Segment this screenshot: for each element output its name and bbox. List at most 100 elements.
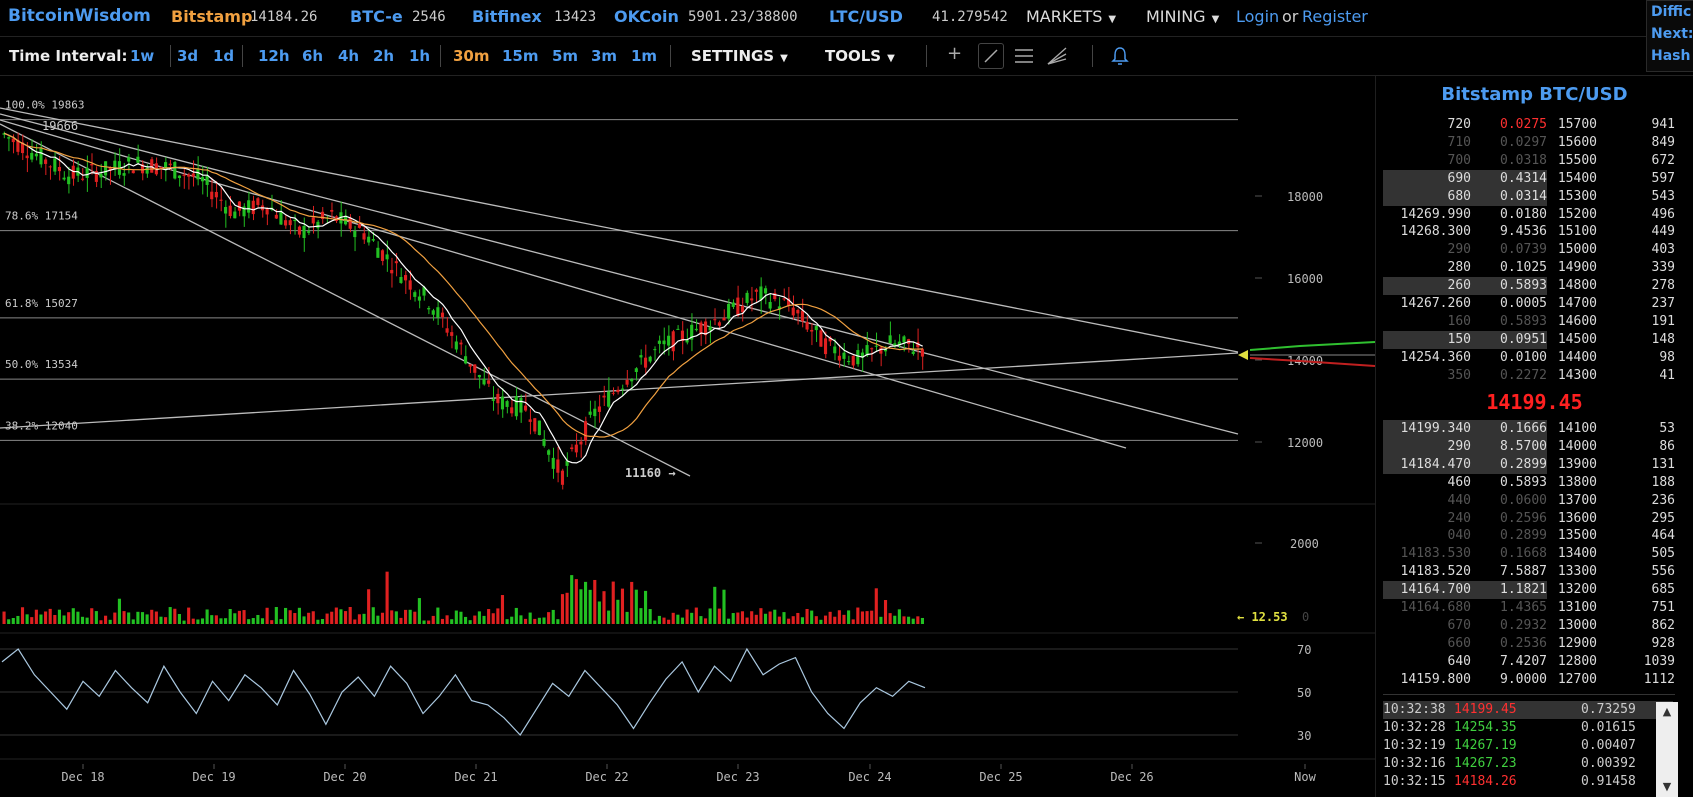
candle-body xyxy=(860,352,865,358)
orderbook-row[interactable]: 290 8.5700 14000 86 xyxy=(1383,437,1675,456)
brand-logo[interactable]: BitcoinWisdom xyxy=(8,6,151,26)
interval-1h[interactable]: 1h xyxy=(409,47,431,65)
bell-icon[interactable] xyxy=(1110,45,1130,71)
trendline-icon[interactable] xyxy=(978,43,1004,69)
orderbook-row[interactable]: 14268.300 9.4536 15100 449 xyxy=(1383,223,1675,241)
candle-body xyxy=(2,133,6,135)
orderbook-row[interactable]: 14164.700 1.1821 13200 685 xyxy=(1383,581,1675,600)
interval-3m[interactable]: 3m xyxy=(591,47,618,65)
orderbook-sum: 640 xyxy=(1447,653,1471,669)
exchange-okcoin[interactable]: OKCoin xyxy=(614,7,679,26)
orderbook-row[interactable]: 440 0.0600 13700 236 xyxy=(1383,492,1675,510)
orderbook-row[interactable]: 14184.470 0.2899 13900 131 xyxy=(1383,455,1675,474)
volume-bar xyxy=(667,619,671,624)
orderbook-vol: 0.0005 xyxy=(1500,296,1547,311)
volume-bar xyxy=(694,607,698,624)
volume-bar xyxy=(883,600,888,624)
hlines-icon[interactable] xyxy=(1012,44,1036,72)
orderbook-cum: 672 xyxy=(1651,152,1675,168)
scroll-up-icon[interactable]: ▲ xyxy=(1662,705,1672,718)
candle-body xyxy=(173,162,177,179)
orderbook-row[interactable]: 14269.990 0.0180 15200 496 xyxy=(1383,206,1675,224)
orderbook-row[interactable]: 680 0.0314 15300 543 xyxy=(1383,187,1675,206)
trade-time: 10:32:38 xyxy=(1383,702,1446,717)
orderbook-row[interactable]: 14183.520 7.5887 13300 556 xyxy=(1383,563,1675,581)
candle-body xyxy=(657,340,661,344)
interval-2h[interactable]: 2h xyxy=(373,47,395,65)
interval-3d[interactable]: 3d xyxy=(177,47,199,65)
interval-30m[interactable]: 30m xyxy=(453,47,490,65)
trade-amount: 0.01615 xyxy=(1581,720,1636,735)
orderbook-row[interactable]: 14199.340 0.1666 14100 53 xyxy=(1383,420,1675,438)
candle-body xyxy=(883,348,888,352)
orderbook-row[interactable]: 150 0.0951 14500 148 xyxy=(1383,330,1675,349)
orderbook-row[interactable]: 690 0.4314 15400 597 xyxy=(1383,169,1675,188)
orderbook-row[interactable]: 720 0.0275 15700 941 xyxy=(1383,116,1675,134)
interval-1d[interactable]: 1d xyxy=(213,47,235,65)
orderbook-row[interactable]: 710 0.0297 15600 849 xyxy=(1383,134,1675,152)
orderbook-row[interactable]: 280 0.1025 14900 339 xyxy=(1383,259,1675,277)
trades-scrollbar[interactable]: ▲ ▼ xyxy=(1656,702,1678,797)
orderbook-row[interactable]: 640 7.4207 12800 1039 xyxy=(1383,653,1675,671)
interval-15m[interactable]: 15m xyxy=(502,47,539,65)
orderbook-row[interactable]: 14183.530 0.1668 13400 505 xyxy=(1383,545,1675,563)
orderbook-row[interactable]: 14267.260 0.0005 14700 237 xyxy=(1383,295,1675,313)
markets-menu[interactable]: MARKETS ▼ xyxy=(1026,7,1116,26)
candle-body xyxy=(237,201,241,211)
login-link[interactable]: Login xyxy=(1236,7,1280,26)
orderbook-row[interactable]: 14164.680 1.4365 13100 751 xyxy=(1383,599,1675,617)
orderbook-row[interactable]: 350 0.2272 14300 41 xyxy=(1383,367,1675,385)
interval-12h[interactable]: 12h xyxy=(258,47,290,65)
recent-trades-list[interactable]: 10:32:38 14199.45 0.73259 10:32:28 14254.35 0… xyxy=(1383,701,1673,797)
volume-bar xyxy=(699,616,703,624)
volume-bar xyxy=(593,579,597,624)
crosshair-icon[interactable]: + xyxy=(947,43,963,64)
volume-bar xyxy=(67,612,71,624)
x-axis-label: Dec 24 xyxy=(848,770,891,784)
orderbook-row[interactable]: 040 0.2899 13500 464 xyxy=(1383,527,1675,545)
orderbook-row[interactable]: 160 0.5893 14600 191 xyxy=(1383,313,1675,331)
fan-icon[interactable] xyxy=(1045,44,1069,72)
exchange-bitstamp[interactable]: Bitstamp xyxy=(171,7,253,26)
candle-body xyxy=(828,337,832,342)
orderbook-row[interactable]: 240 0.2596 13600 295 xyxy=(1383,510,1675,528)
interval-4h[interactable]: 4h xyxy=(338,47,360,65)
orderbook-row[interactable]: 700 0.0318 15500 672 xyxy=(1383,152,1675,170)
orderbook-cum: 86 xyxy=(1659,438,1675,454)
orderbook-cum: 131 xyxy=(1651,456,1675,472)
orderbook-cum: 295 xyxy=(1651,510,1675,526)
register-link[interactable]: Register xyxy=(1302,7,1368,26)
exchange-ltc-usd[interactable]: LTC/USD xyxy=(829,7,903,26)
orderbook-price: 13000 xyxy=(1557,617,1597,633)
orderbook-row[interactable]: 14254.360 0.0100 14400 98 xyxy=(1383,349,1675,367)
interval-6h[interactable]: 6h xyxy=(302,47,324,65)
volume-bar xyxy=(371,607,375,624)
interval-5m[interactable]: 5m xyxy=(552,47,579,65)
orderbook-row[interactable]: 670 0.2932 13000 862 xyxy=(1383,617,1675,635)
volume-bar xyxy=(911,618,915,624)
interval-1w[interactable]: 1w xyxy=(130,47,155,65)
volume-bar xyxy=(768,611,772,624)
orderbook-sum: 14159.800 xyxy=(1400,671,1471,687)
interval-1m[interactable]: 1m xyxy=(631,47,658,65)
candle-body xyxy=(528,419,532,422)
exchange-bitfinex[interactable]: Bitfinex xyxy=(472,7,542,26)
price-chart[interactable]: 100.0% 19863 78.6% 17154 61.8% 15027 50.0% … xyxy=(0,76,1375,797)
trend-line xyxy=(0,123,691,477)
settings-menu[interactable]: SETTINGS ▼ xyxy=(691,47,788,65)
orderbook-row[interactable]: 460 0.5893 13800 188 xyxy=(1383,474,1675,492)
orderbook-cum: 543 xyxy=(1651,188,1675,204)
volume-bar xyxy=(560,594,565,624)
mining-menu[interactable]: MINING ▼ xyxy=(1146,7,1219,26)
orderbook-vol: 1.1821 xyxy=(1500,582,1547,598)
candle-body xyxy=(367,236,371,243)
tools-menu[interactable]: TOOLS ▼ xyxy=(825,47,895,65)
orderbook-row[interactable]: 660 0.2536 12900 928 xyxy=(1383,635,1675,653)
orderbook-row[interactable]: 14159.800 9.0000 12700 1112 xyxy=(1383,671,1675,689)
volume-bar xyxy=(353,619,357,624)
scroll-down-icon[interactable]: ▼ xyxy=(1662,780,1672,793)
orderbook-row[interactable]: 260 0.5893 14800 278 xyxy=(1383,277,1675,296)
exchange-price: 5901.23/38800 xyxy=(688,9,798,25)
exchange-btc-e[interactable]: BTC-e xyxy=(350,7,403,26)
orderbook-row[interactable]: 290 0.0739 15000 403 xyxy=(1383,241,1675,259)
